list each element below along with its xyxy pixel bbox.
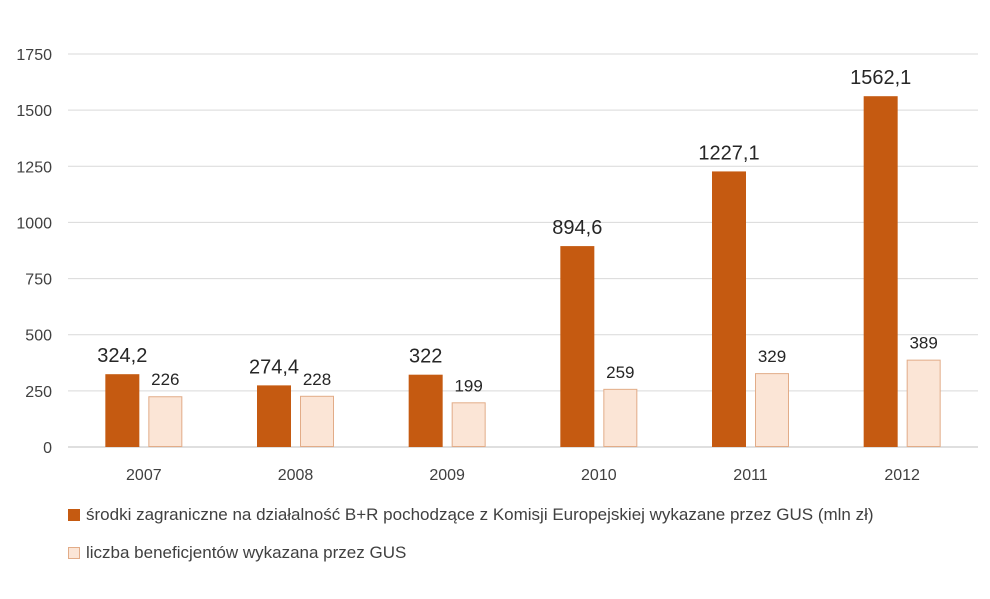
bar-beneficiaries: [603, 388, 638, 447]
data-label-funds: 274,4: [249, 356, 299, 378]
bar-beneficiaries: [300, 395, 334, 447]
y-tick-label: 1500: [16, 103, 52, 120]
y-tick-label: 500: [25, 328, 52, 345]
x-tick-label: 2011: [733, 467, 768, 484]
y-tick-label: 1000: [16, 215, 52, 232]
data-label-beneficiaries: 329: [758, 347, 786, 366]
bar-funds: [408, 374, 443, 447]
bar-funds: [712, 171, 746, 447]
x-tick-label: 2008: [278, 467, 314, 484]
bar-beneficiaries: [451, 402, 486, 447]
x-tick-label: 2007: [126, 467, 162, 484]
gridlines: [68, 53, 978, 448]
data-label-funds: 1227,1: [698, 142, 759, 164]
bar-beneficiaries: [755, 373, 789, 447]
bar-funds: [560, 246, 595, 447]
y-tick-label: 0: [43, 440, 52, 457]
y-tick-label: 1250: [16, 159, 52, 176]
data-label-funds: 322: [409, 346, 442, 368]
x-axis-ticks: 2007 2008 2009 2010 2011 2012: [126, 467, 920, 484]
bar-beneficiaries: [148, 396, 183, 447]
x-tick-label: 2012: [884, 467, 920, 484]
data-label-funds: 1562,1: [850, 67, 911, 89]
data-label-beneficiaries: 226: [151, 370, 179, 389]
bar-funds: [105, 374, 140, 447]
legend-item-funds: środki zagraniczne na działalność B+R po…: [68, 503, 874, 527]
y-tick-label: 750: [25, 272, 52, 289]
data-label-beneficiaries: 228: [303, 370, 331, 389]
bar-beneficiaries: [906, 359, 941, 448]
data-label-beneficiaries: 389: [909, 334, 937, 353]
legend-item-beneficiaries: liczba beneficjentów wykazana przez GUS: [68, 541, 874, 565]
legend-label-beneficiaries: liczba beneficjentów wykazana przez GUS: [86, 543, 407, 562]
legend-swatch-funds: [68, 509, 80, 521]
legend: środki zagraniczne na działalność B+R po…: [68, 503, 874, 579]
y-tick-label: 1750: [16, 47, 52, 64]
data-label-beneficiaries: 259: [606, 363, 634, 382]
bar-funds: [863, 96, 898, 448]
legend-label-funds: środki zagraniczne na działalność B+R po…: [86, 505, 874, 524]
y-tick-label: 250: [25, 384, 52, 401]
legend-swatch-beneficiaries: [68, 547, 80, 559]
x-tick-label: 2010: [581, 467, 617, 484]
y-axis-ticks: 0 250 500 750 1000 1250 1500 1750: [16, 47, 52, 457]
x-tick-label: 2009: [429, 467, 465, 484]
data-label-beneficiaries: 199: [454, 376, 482, 395]
data-label-funds: 894,6: [552, 217, 602, 239]
bar-funds: [257, 385, 291, 447]
data-label-funds: 324,2: [97, 345, 147, 367]
